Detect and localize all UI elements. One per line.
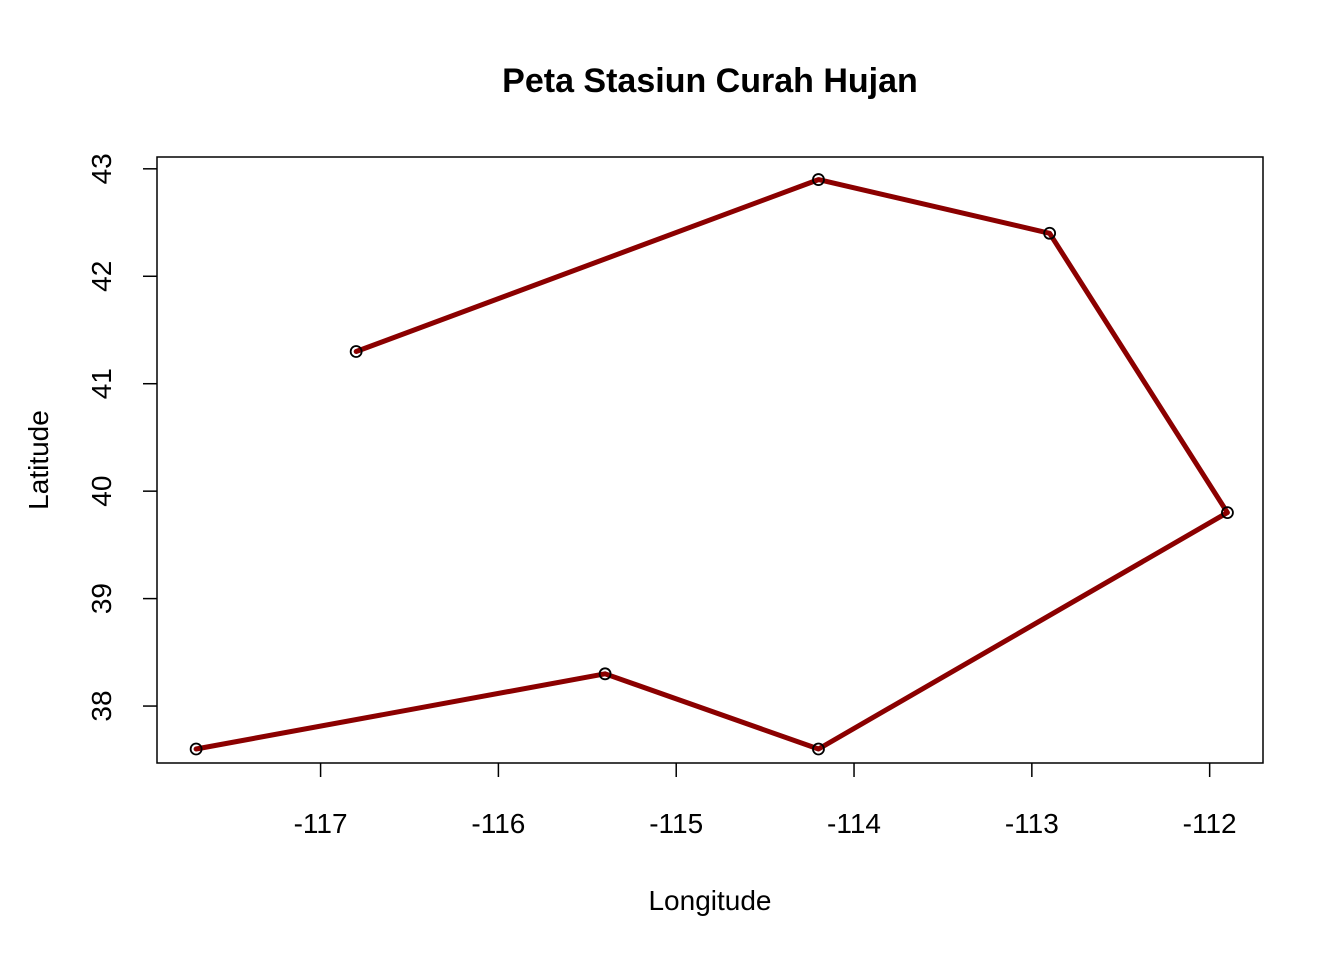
data-point <box>812 173 825 186</box>
x-axis-label: Longitude <box>648 885 771 916</box>
series-line <box>193 177 1230 752</box>
x-tick-label: -117 <box>294 808 348 839</box>
data-point <box>349 345 363 358</box>
x-tick-label: -114 <box>827 808 881 839</box>
data-point <box>1221 506 1234 520</box>
y-tick-label: 42 <box>86 261 117 292</box>
data-point <box>812 742 825 756</box>
plot-area <box>189 173 1234 756</box>
y-tick-label: 41 <box>86 368 117 399</box>
x-tick-label: -116 <box>471 808 525 839</box>
data-point <box>598 667 612 681</box>
chart-title: Peta Stasiun Curah Hujan <box>502 62 918 100</box>
x-tick-label: -112 <box>1183 808 1237 839</box>
y-axis-label: Latitude <box>23 410 54 510</box>
data-point <box>1043 226 1057 240</box>
x-axis: -117 -116 -115 -114 -113 -112 <box>294 763 1237 839</box>
plot-frame <box>156 156 1264 764</box>
x-tick-label: -115 <box>649 808 703 839</box>
y-tick-label: 39 <box>86 583 117 614</box>
data-point <box>189 742 203 756</box>
y-tick-label: 38 <box>86 690 117 721</box>
x-tick-label: -113 <box>1005 808 1059 839</box>
y-tick-label: 43 <box>86 153 117 184</box>
y-tick-label: 40 <box>86 476 117 507</box>
y-axis: 38 39 40 41 42 43 <box>86 153 157 722</box>
